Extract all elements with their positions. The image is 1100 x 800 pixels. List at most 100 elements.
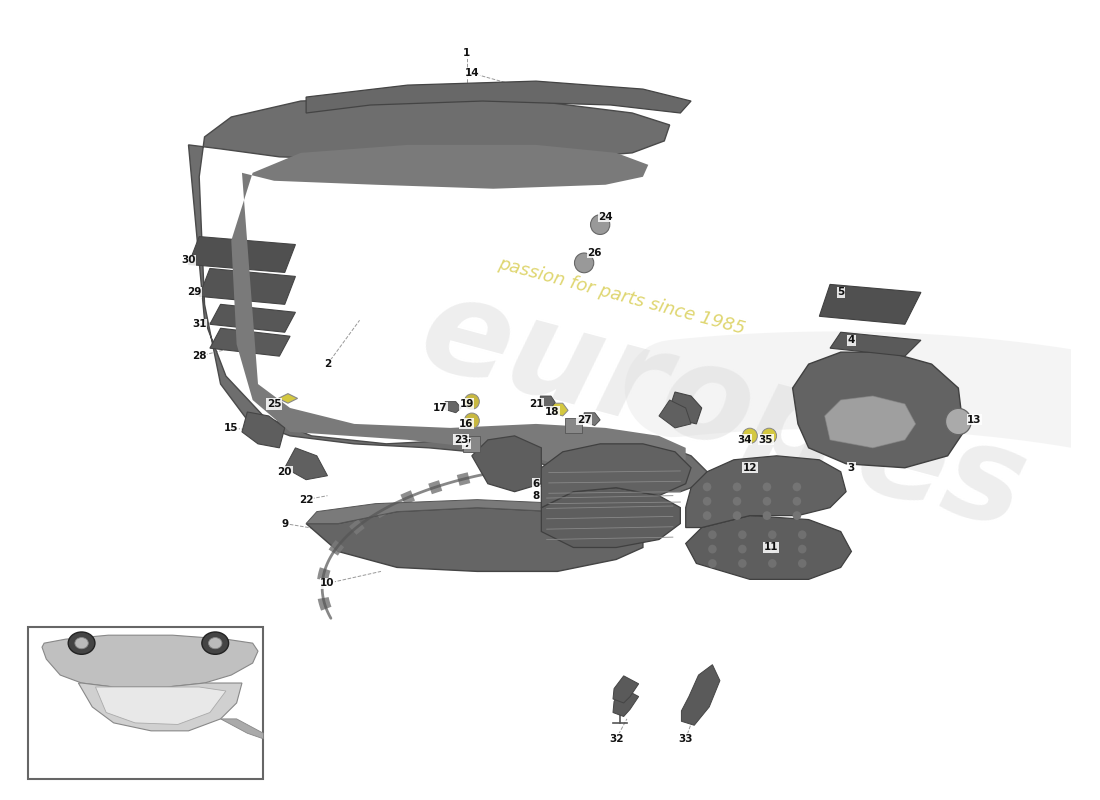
Text: 12: 12 — [742, 462, 757, 473]
Ellipse shape — [768, 545, 777, 554]
Text: 11: 11 — [764, 542, 779, 553]
Ellipse shape — [761, 428, 777, 443]
Ellipse shape — [762, 511, 771, 520]
Text: passion for parts since 1985: passion for parts since 1985 — [496, 254, 747, 338]
Text: 34: 34 — [737, 435, 751, 445]
Ellipse shape — [703, 482, 712, 491]
Ellipse shape — [574, 253, 594, 273]
Text: 7: 7 — [463, 439, 470, 449]
Ellipse shape — [798, 530, 806, 539]
Polygon shape — [188, 97, 707, 492]
Polygon shape — [472, 436, 541, 492]
Ellipse shape — [209, 638, 222, 649]
Ellipse shape — [762, 482, 771, 491]
Ellipse shape — [793, 497, 801, 506]
Text: 32: 32 — [609, 734, 624, 744]
Polygon shape — [210, 304, 296, 332]
Ellipse shape — [733, 511, 741, 520]
Polygon shape — [541, 444, 691, 508]
Text: europ: europ — [408, 266, 859, 502]
Ellipse shape — [708, 545, 717, 554]
Polygon shape — [540, 396, 556, 408]
Polygon shape — [565, 418, 582, 434]
Ellipse shape — [68, 632, 95, 654]
Polygon shape — [446, 402, 461, 413]
Polygon shape — [613, 689, 639, 717]
Polygon shape — [188, 237, 296, 273]
Ellipse shape — [703, 497, 712, 506]
Ellipse shape — [464, 413, 480, 429]
Polygon shape — [825, 396, 915, 448]
Text: 20: 20 — [277, 466, 292, 477]
Polygon shape — [231, 145, 685, 476]
Polygon shape — [613, 676, 639, 703]
Text: 22: 22 — [299, 494, 314, 505]
Ellipse shape — [738, 530, 747, 539]
Polygon shape — [199, 269, 296, 304]
Ellipse shape — [946, 408, 971, 434]
Polygon shape — [306, 508, 642, 571]
Ellipse shape — [202, 632, 229, 654]
Ellipse shape — [733, 497, 741, 506]
Polygon shape — [670, 392, 702, 424]
Text: 28: 28 — [191, 351, 207, 361]
Text: 25: 25 — [267, 399, 282, 409]
Ellipse shape — [591, 214, 609, 234]
Text: 33: 33 — [679, 734, 693, 744]
Text: 1: 1 — [463, 48, 470, 58]
Text: 8: 8 — [532, 490, 540, 501]
Text: 24: 24 — [598, 212, 613, 222]
Polygon shape — [552, 403, 568, 416]
Polygon shape — [830, 332, 921, 356]
Polygon shape — [278, 394, 298, 403]
Text: 10: 10 — [320, 578, 334, 588]
Text: 16: 16 — [460, 419, 474, 429]
Text: 14: 14 — [464, 68, 480, 78]
Text: 4: 4 — [848, 335, 855, 346]
Ellipse shape — [742, 428, 757, 443]
Text: 27: 27 — [576, 415, 592, 425]
Ellipse shape — [768, 530, 777, 539]
Polygon shape — [306, 81, 691, 113]
Ellipse shape — [75, 638, 88, 649]
Ellipse shape — [798, 559, 806, 568]
Polygon shape — [685, 456, 846, 527]
Polygon shape — [820, 285, 921, 324]
Ellipse shape — [708, 559, 717, 568]
Text: 19: 19 — [460, 399, 474, 409]
Text: 6: 6 — [532, 478, 540, 489]
Text: 5: 5 — [837, 287, 845, 298]
Polygon shape — [221, 719, 263, 739]
Ellipse shape — [793, 511, 801, 520]
Polygon shape — [42, 635, 258, 687]
Text: 15: 15 — [224, 423, 239, 433]
Polygon shape — [584, 413, 601, 426]
Text: 3: 3 — [848, 462, 855, 473]
Text: 21: 21 — [529, 399, 543, 409]
Text: 13: 13 — [967, 415, 981, 425]
Text: 2: 2 — [323, 359, 331, 369]
Ellipse shape — [793, 482, 801, 491]
Polygon shape — [463, 436, 481, 452]
Polygon shape — [659, 400, 691, 428]
Ellipse shape — [798, 545, 806, 554]
Text: 30: 30 — [182, 255, 196, 266]
Polygon shape — [96, 687, 225, 725]
Text: 31: 31 — [191, 319, 207, 330]
Text: 9: 9 — [282, 518, 288, 529]
Text: 18: 18 — [544, 407, 559, 417]
Ellipse shape — [762, 497, 771, 506]
Text: 23: 23 — [454, 435, 469, 445]
Polygon shape — [681, 665, 719, 726]
Polygon shape — [242, 412, 285, 448]
Ellipse shape — [733, 482, 741, 491]
Polygon shape — [210, 328, 290, 356]
Ellipse shape — [738, 559, 747, 568]
Bar — [29, 627, 263, 778]
Text: 17: 17 — [432, 403, 447, 413]
Ellipse shape — [708, 530, 717, 539]
Polygon shape — [685, 515, 851, 579]
Text: 35: 35 — [759, 435, 773, 445]
Polygon shape — [78, 683, 242, 731]
Text: 29: 29 — [187, 287, 201, 298]
